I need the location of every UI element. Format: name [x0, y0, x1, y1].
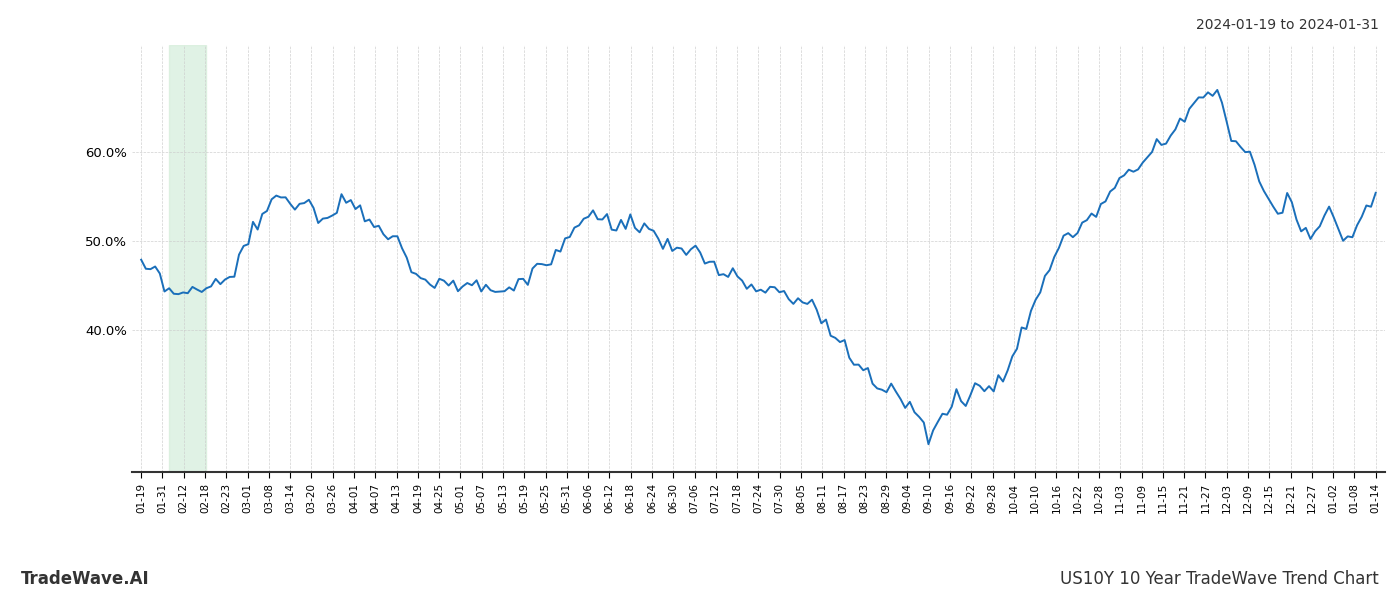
- Bar: [169, 45, 206, 472]
- Text: TradeWave.AI: TradeWave.AI: [21, 570, 150, 588]
- Text: 2024-01-19 to 2024-01-31: 2024-01-19 to 2024-01-31: [1196, 18, 1379, 32]
- Text: US10Y 10 Year TradeWave Trend Chart: US10Y 10 Year TradeWave Trend Chart: [1060, 570, 1379, 588]
